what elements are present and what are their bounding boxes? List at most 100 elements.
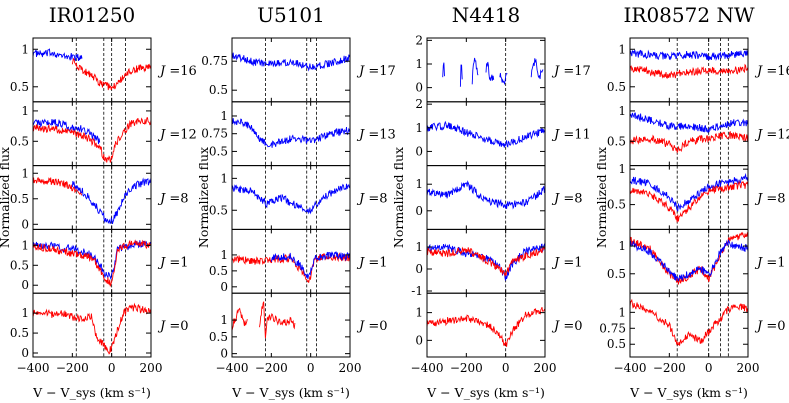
y-tick-label: 1 xyxy=(415,177,423,191)
panel-J17: 0 1 2 J =17 xyxy=(415,33,591,103)
y-tick-label: 0.5 xyxy=(209,203,228,217)
series-group xyxy=(427,120,545,148)
chart-4: IR08572 NW Normalized flux V − V_sys (km s… xyxy=(594,3,789,400)
x-axis-label: V − V_sys (km s⁻¹) xyxy=(231,385,350,400)
panel-J1: 0.5 1 J =1 xyxy=(607,228,786,294)
y-tick-label: 0.5 xyxy=(607,337,626,351)
panel-frame xyxy=(629,37,749,103)
spectrum-series xyxy=(630,63,748,79)
y-tick-label: 1 xyxy=(415,306,423,320)
series-group xyxy=(427,242,545,281)
x-axis-label: V − V_sys (km s⁻¹) xyxy=(426,385,545,400)
spectrum-series xyxy=(630,112,748,133)
j-level-label: J =1 xyxy=(551,255,583,270)
chart-title: U5101 xyxy=(257,3,325,27)
panel-J12: 0.5 1 J =12 xyxy=(607,101,789,167)
y-tick-label: 2 xyxy=(415,97,423,111)
y-tick-label: 0.5 xyxy=(209,330,228,344)
j-level-label: J =1 xyxy=(754,255,786,270)
spectrum-series xyxy=(71,177,151,225)
panel-J1: -1 0 1 J =1 xyxy=(411,228,583,298)
panel-frame xyxy=(32,228,152,294)
series-group xyxy=(232,52,350,72)
series-group xyxy=(33,117,151,163)
panel-J0: 0.5 0.75 1 J =0 xyxy=(599,292,786,358)
y-axis-label: Normalized flux xyxy=(391,147,406,248)
series-group xyxy=(630,231,748,285)
y-axis-label: Normalized flux xyxy=(196,147,211,248)
panel-frame xyxy=(231,37,351,103)
spectrum-series xyxy=(232,182,350,215)
j-level-label: J =8 xyxy=(157,192,189,207)
y-tick-label: 0.5 xyxy=(209,264,228,278)
y-tick-label: -1 xyxy=(411,284,423,298)
series-group xyxy=(33,177,151,225)
spectrum-series xyxy=(232,52,350,72)
y-tick-label: 0.75 xyxy=(201,127,228,141)
series-group xyxy=(427,180,545,210)
chart-2: U5101 Normalized flux V − V_sys (km s⁻¹) 0.… xyxy=(196,3,396,400)
panel-J8: 0 1 J =8 xyxy=(415,165,583,230)
y-tick-label: 1 xyxy=(21,306,29,320)
spectrum-series xyxy=(459,64,463,87)
series-group xyxy=(442,57,544,87)
panel-frame xyxy=(426,101,546,167)
panel-J0: 0 1 J =0 xyxy=(415,292,583,358)
spectrum-series xyxy=(71,57,151,91)
spectrum-series xyxy=(33,118,101,144)
spectrum-series xyxy=(530,58,544,80)
y-tick-label: 1 xyxy=(618,42,626,56)
x-tick-label: 200 xyxy=(339,361,362,375)
spectrum-series xyxy=(33,302,151,355)
x-tick-label: −200 xyxy=(653,361,686,375)
chart-title: N4418 xyxy=(452,3,520,27)
y-tick-label: 1 xyxy=(220,313,228,327)
y-tick-label: 0.5 xyxy=(10,192,29,206)
series-group xyxy=(33,48,151,91)
y-tick-label: 2 xyxy=(415,33,423,47)
x-tick-label: 0 xyxy=(307,361,315,375)
y-tick-label: 0 xyxy=(415,144,423,158)
j-level-label: J =16 xyxy=(157,64,197,79)
panel-frame xyxy=(32,292,152,358)
y-tick-label: 0 xyxy=(415,262,423,276)
panel-J17: 0.5 0.75 J =17 xyxy=(201,37,396,103)
panel-J16: 0.5 1 J =16 xyxy=(607,37,789,103)
j-level-label: J =16 xyxy=(754,64,789,79)
x-tick-label: −400 xyxy=(614,361,647,375)
y-tick-label: 1 xyxy=(618,239,626,253)
spectrum-series xyxy=(630,231,748,285)
j-level-label: J =8 xyxy=(754,192,786,207)
x-tick-label: −400 xyxy=(411,361,444,375)
y-tick-label: 1 xyxy=(415,240,423,254)
spectrum-series xyxy=(427,120,545,148)
spectrum-series xyxy=(499,72,508,86)
chart-title: IR08572 NW xyxy=(624,3,755,27)
y-tick-label: 1 xyxy=(220,248,228,262)
series-group xyxy=(232,301,296,339)
x-axis-label: V − V_sys (km s⁻¹) xyxy=(32,385,151,400)
spectrum-series xyxy=(33,117,151,163)
x-tick-label: 200 xyxy=(534,361,557,375)
j-level-label: J =8 xyxy=(356,192,388,207)
series-group xyxy=(630,112,748,154)
spectrum-series xyxy=(33,240,151,280)
x-tick-label: −200 xyxy=(56,361,89,375)
panel-J11: 0 1 2 J =11 xyxy=(415,97,591,167)
panel-J16: 0.5 1 J =16 xyxy=(10,37,197,103)
series-group xyxy=(33,302,151,355)
panel-frame xyxy=(629,165,749,230)
x-tick-label: −200 xyxy=(450,361,483,375)
spectrum-series xyxy=(630,239,748,282)
j-level-label: J =13 xyxy=(356,128,396,143)
y-tick-label: 0.5 xyxy=(10,258,29,272)
j-level-label: J =12 xyxy=(754,128,789,143)
series-group xyxy=(630,298,748,346)
y-tick-label: 0.5 xyxy=(209,144,228,158)
panel-frame xyxy=(426,228,546,294)
spectrum-series xyxy=(630,298,748,346)
spectrum-series xyxy=(630,49,748,62)
y-tick-label: 1 xyxy=(415,57,423,71)
y-tick-label: 0.5 xyxy=(10,134,29,148)
